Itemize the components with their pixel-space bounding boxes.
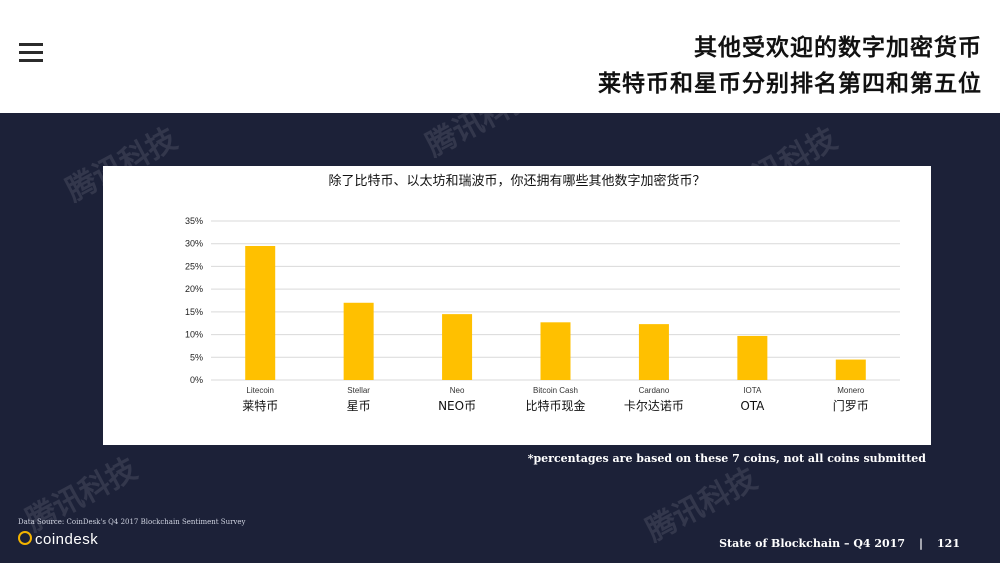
x-tick-label: Litecoin	[246, 386, 274, 395]
y-tick-label: 0%	[190, 375, 203, 385]
bar	[442, 314, 473, 380]
slide-title-line2: 莱特币和星币分别排名第四和第五位	[598, 71, 982, 97]
bar-chart: 0% 5% 10% 15% 20% 25% 30% 35% Litecoin 莱特币 Stellar…	[185, 216, 900, 413]
y-tick-label: 35%	[185, 216, 203, 226]
chart-title: 除了比特币、以太坊和瑞波币，你还拥有哪些其他数字加密货币？	[328, 174, 706, 189]
x-tick-label: Cardano	[639, 386, 670, 395]
y-tick-label: 10%	[185, 330, 203, 340]
x-tick-label: Stellar	[347, 386, 370, 395]
bar	[540, 322, 571, 380]
x-tick-label: Monero	[837, 386, 865, 395]
bar	[737, 335, 768, 380]
watermark: 腾讯科技	[640, 461, 763, 549]
logo-icon	[18, 531, 32, 545]
footer-separator: |	[919, 537, 924, 550]
bar	[638, 324, 669, 380]
coindesk-logo: coindesk	[18, 531, 98, 548]
report-title: State of Blockchain – Q4 2017	[719, 537, 906, 550]
x-tick-label-zh: 比特币现金	[525, 398, 585, 413]
page-number: 121	[937, 537, 960, 550]
x-tick-label: IOTA	[743, 386, 762, 395]
x-tick-label-zh: OTA	[740, 399, 765, 413]
x-tick-label-zh: 卡尔达诺币	[624, 398, 684, 413]
x-tick-label-zh: 星币	[347, 399, 371, 413]
x-tick-label-zh: NEO币	[438, 399, 476, 413]
bar	[245, 245, 276, 380]
y-tick-label: 30%	[185, 239, 203, 249]
y-tick-label: 20%	[185, 284, 203, 294]
y-tick-label: 15%	[185, 307, 203, 317]
slide-title-line1: 其他受欢迎的数字加密货币	[694, 35, 982, 61]
x-tick-label-zh: 莱特币	[242, 398, 278, 413]
y-tick-label: 5%	[190, 352, 203, 362]
bar	[835, 359, 866, 380]
x-tick-label: Bitcoin Cash	[533, 386, 578, 395]
header-bar: 其他受欢迎的数字加密货币 莱特币和星币分别排名第四和第五位	[0, 0, 1000, 113]
x-tick-label: Neo	[450, 386, 465, 395]
bar	[343, 302, 374, 380]
report-footer: State of Blockchain – Q4 2017 | 121	[719, 537, 960, 550]
hamburger-icon[interactable]	[19, 43, 43, 63]
x-tick-label-zh: 门罗币	[833, 398, 869, 413]
chart-panel: 除了比特币、以太坊和瑞波币，你还拥有哪些其他数字加密货币？ 0% 5% 10% 15%…	[103, 166, 931, 445]
data-source: Data Source: CoinDesk's Q4 2017 Blockcha…	[18, 518, 246, 526]
y-tick-label: 25%	[185, 261, 203, 271]
footnote: *percentages are based on these 7 coins,…	[527, 452, 926, 465]
logo-text: coindesk	[35, 531, 99, 548]
